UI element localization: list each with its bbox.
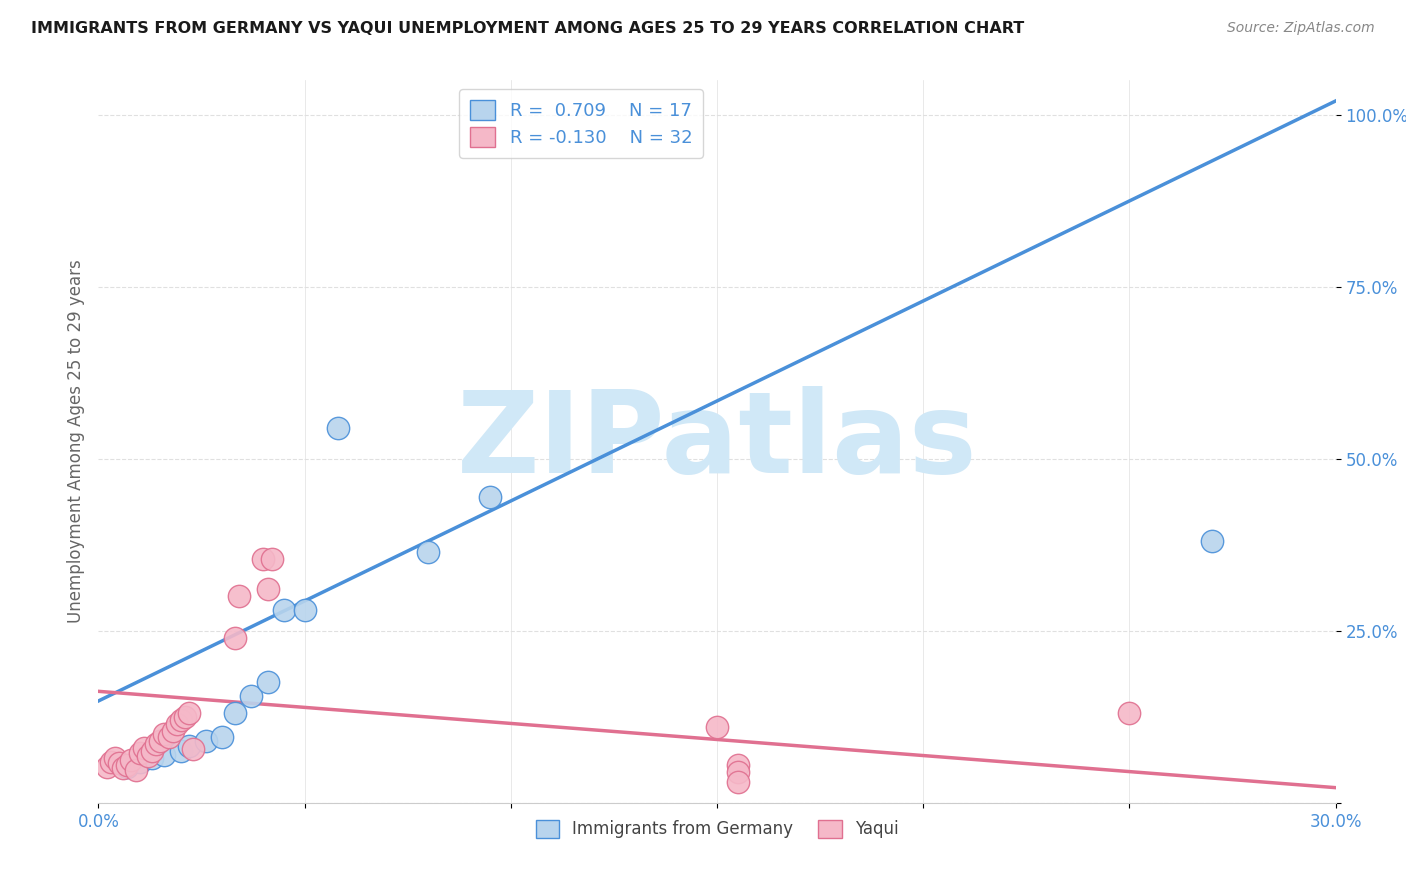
Point: [211, 731, 233, 745]
Point: [162, 723, 184, 738]
Point: [104, 751, 127, 765]
Point: [128, 755, 150, 769]
Point: [706, 720, 728, 734]
Point: [124, 763, 146, 777]
Point: [479, 490, 502, 504]
Point: [256, 675, 278, 690]
Point: [273, 603, 295, 617]
Point: [179, 739, 201, 754]
Point: [326, 421, 349, 435]
Point: [108, 756, 131, 770]
Point: [224, 706, 246, 721]
Point: [145, 737, 167, 751]
Point: [149, 734, 172, 748]
Point: [240, 689, 263, 703]
Point: [170, 713, 193, 727]
Point: [112, 761, 135, 775]
Point: [727, 758, 749, 772]
Point: [260, 551, 283, 566]
Point: [141, 751, 163, 765]
Point: [100, 755, 122, 769]
Point: [120, 753, 142, 767]
Point: [141, 744, 163, 758]
Point: [96, 760, 118, 774]
Point: [194, 734, 217, 748]
Point: [181, 742, 204, 756]
Text: IMMIGRANTS FROM GERMANY VS YAQUI UNEMPLOYMENT AMONG AGES 25 TO 29 YEARS CORRELAT: IMMIGRANTS FROM GERMANY VS YAQUI UNEMPLO…: [31, 21, 1024, 36]
Point: [256, 582, 278, 597]
Text: Source: ZipAtlas.com: Source: ZipAtlas.com: [1227, 21, 1375, 35]
Point: [179, 706, 201, 721]
Point: [294, 603, 316, 617]
Text: ZIPatlas: ZIPatlas: [457, 386, 977, 497]
Point: [132, 740, 155, 755]
Point: [727, 775, 749, 789]
Point: [174, 710, 197, 724]
Point: [136, 749, 159, 764]
Point: [157, 731, 180, 745]
Point: [252, 551, 274, 566]
Point: [117, 760, 139, 774]
Point: [170, 744, 193, 758]
Legend: Immigrants from Germany, Yaqui: Immigrants from Germany, Yaqui: [529, 813, 905, 845]
Y-axis label: Unemployment Among Ages 25 to 29 years: Unemployment Among Ages 25 to 29 years: [66, 260, 84, 624]
Point: [128, 746, 150, 760]
Point: [117, 758, 139, 772]
Point: [418, 544, 440, 558]
Point: [224, 631, 246, 645]
Point: [1118, 706, 1140, 721]
Point: [1201, 534, 1223, 549]
Point: [153, 727, 176, 741]
Point: [727, 764, 749, 779]
Point: [228, 590, 250, 604]
Point: [166, 716, 188, 731]
Point: [153, 747, 176, 762]
